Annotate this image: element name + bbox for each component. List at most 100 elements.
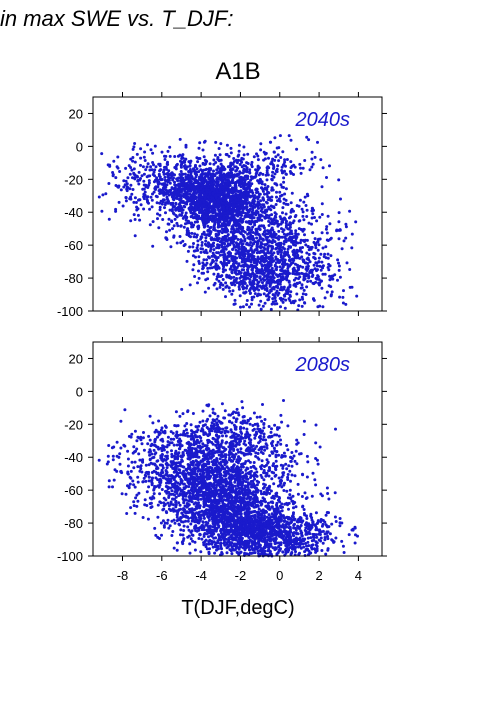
data-point (234, 241, 238, 245)
data-point (178, 213, 182, 217)
data-point (228, 289, 232, 293)
data-point (216, 483, 220, 487)
data-point (235, 220, 238, 224)
data-point (305, 269, 309, 272)
data-point (188, 177, 192, 181)
data-point (219, 197, 222, 201)
data-point (302, 288, 306, 292)
data-point (282, 228, 286, 232)
data-point (255, 191, 258, 195)
data-point (201, 177, 205, 181)
data-point (238, 271, 242, 275)
data-point (242, 169, 246, 173)
data-point (146, 199, 149, 203)
data-point (245, 196, 249, 200)
data-point (267, 298, 270, 302)
data-point (176, 154, 180, 158)
data-point (245, 212, 249, 216)
data-point (112, 159, 116, 163)
data-point (225, 215, 229, 219)
data-point (276, 199, 279, 203)
data-point (212, 272, 216, 276)
data-point (117, 200, 121, 204)
data-point (219, 213, 223, 217)
data-point (212, 237, 216, 241)
data-point (228, 175, 231, 179)
data-point (268, 140, 272, 144)
data-point (259, 241, 263, 245)
data-point (142, 179, 146, 183)
data-point (222, 255, 226, 259)
data-point (142, 172, 146, 176)
data-point (247, 272, 251, 276)
data-point (288, 493, 292, 497)
data-point (259, 285, 263, 289)
data-point (178, 197, 182, 201)
data-point (212, 241, 216, 245)
data-point (225, 185, 229, 189)
data-point (225, 258, 229, 262)
data-point (267, 219, 271, 223)
data-point (202, 180, 206, 184)
data-point (231, 204, 235, 208)
data-point (260, 245, 264, 249)
data-point (260, 203, 264, 207)
data-point (252, 155, 256, 159)
data-point (320, 202, 324, 206)
data-point (315, 219, 319, 223)
data-point (271, 293, 275, 297)
data-point (207, 518, 211, 522)
data-point (207, 177, 211, 181)
data-point (269, 240, 273, 244)
data-point (214, 161, 218, 164)
data-point (267, 224, 271, 227)
data-point (144, 185, 148, 189)
data-point (257, 288, 261, 292)
data-point (337, 268, 341, 272)
data-point (230, 236, 234, 240)
data-point (235, 277, 239, 280)
data-point (283, 306, 287, 310)
data-point (230, 171, 234, 175)
data-point (151, 151, 155, 155)
data-point (302, 200, 306, 204)
data-point (200, 173, 204, 177)
y-tick-label: -60 (64, 238, 83, 253)
data-point (180, 287, 184, 291)
data-point (188, 164, 192, 168)
data-point (141, 516, 145, 519)
data-point (267, 214, 271, 218)
data-point (192, 177, 196, 181)
data-point (301, 214, 305, 218)
data-point (279, 248, 283, 252)
data-point (311, 273, 315, 277)
data-point (214, 234, 218, 238)
data-point (227, 254, 231, 258)
data-point (259, 257, 263, 261)
data-point (264, 254, 268, 258)
data-point (244, 257, 248, 261)
data-point (206, 229, 210, 233)
data-point (153, 144, 157, 148)
data-point (201, 190, 205, 193)
data-point (227, 250, 231, 254)
data-point (350, 246, 354, 250)
data-point (181, 208, 185, 212)
data-point (252, 255, 256, 258)
data-point (183, 166, 187, 170)
data-point (210, 188, 214, 192)
data-point (163, 521, 167, 525)
data-point (225, 227, 228, 231)
data-point (278, 245, 282, 249)
data-point (244, 215, 248, 219)
data-point (138, 218, 142, 222)
data-point (171, 203, 175, 207)
data-point (178, 183, 182, 187)
data-point (231, 162, 235, 166)
data-point (221, 278, 225, 281)
data-point (155, 201, 159, 205)
data-point (226, 180, 230, 184)
data-point (237, 189, 241, 193)
data-point (336, 278, 339, 282)
